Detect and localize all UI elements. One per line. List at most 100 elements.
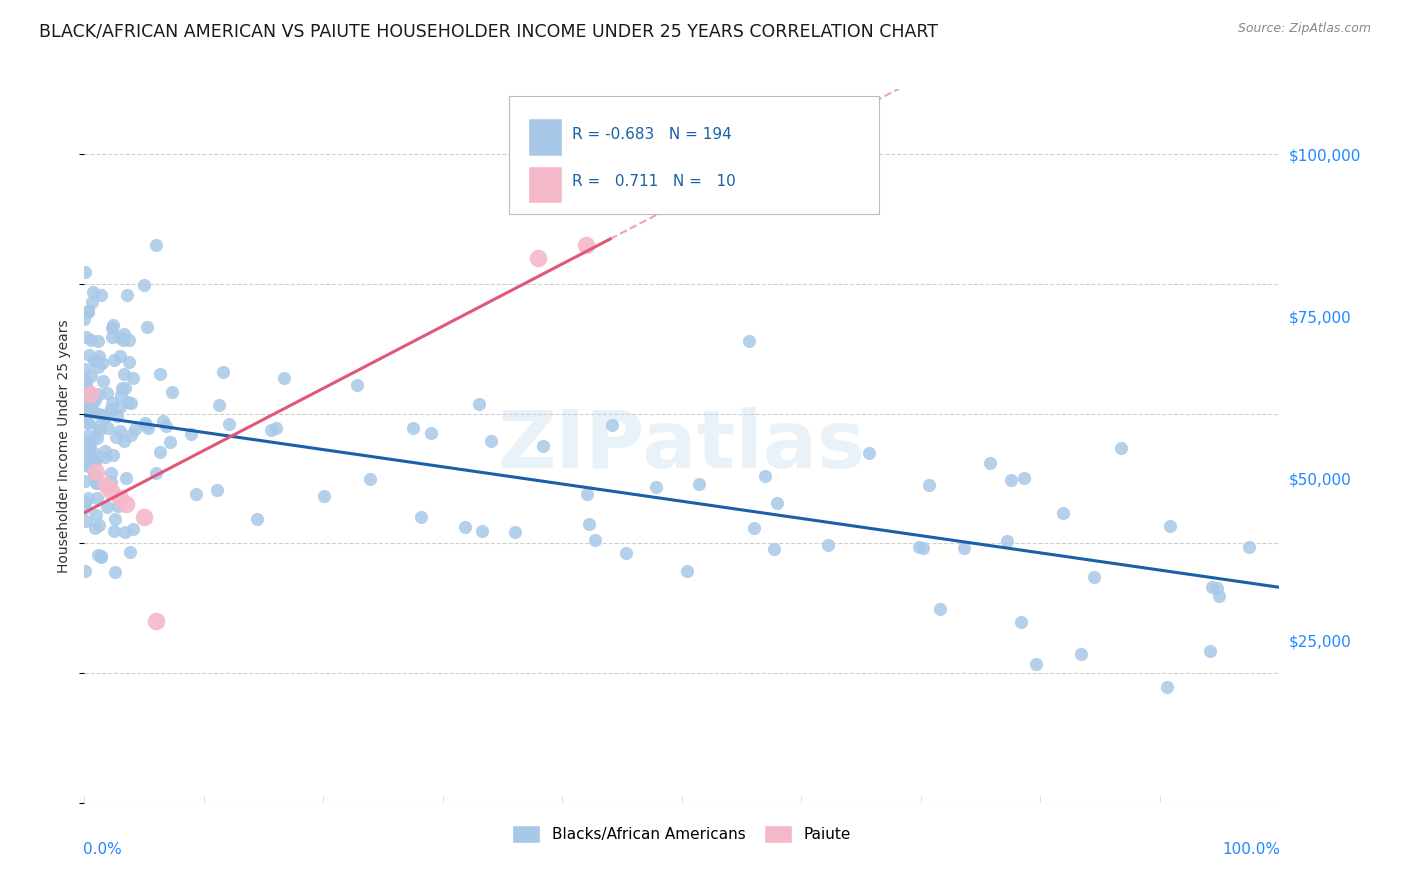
- Point: [75, 391, 97, 405]
- Point: [82, 294, 104, 309]
- Point: [80, 401, 103, 415]
- Point: [149, 368, 172, 382]
- Point: [96, 385, 118, 400]
- Point: [73, 265, 96, 279]
- Point: [124, 422, 146, 436]
- Point: [953, 541, 976, 555]
- Point: [1025, 657, 1047, 671]
- Point: [1010, 615, 1032, 629]
- Point: [100, 466, 122, 480]
- Point: [100, 330, 122, 344]
- Point: [75, 394, 97, 409]
- Point: [1237, 541, 1260, 555]
- Point: [134, 416, 156, 430]
- Point: [576, 486, 599, 500]
- Point: [76, 491, 98, 505]
- Point: [1111, 441, 1133, 455]
- Text: 100.0%: 100.0%: [1223, 842, 1281, 857]
- Point: [75, 413, 97, 427]
- Point: [100, 475, 122, 489]
- Point: [108, 349, 131, 363]
- Point: [75, 329, 97, 343]
- Legend: Blacks/African Americans, Paiute: Blacks/African Americans, Paiute: [506, 819, 858, 848]
- Point: [89, 407, 111, 421]
- Point: [479, 434, 502, 448]
- Point: [212, 365, 235, 379]
- Point: [104, 565, 127, 579]
- Point: [979, 456, 1001, 470]
- Point: [83, 521, 105, 535]
- Point: [75, 374, 97, 388]
- Point: [76, 435, 98, 450]
- Point: [118, 334, 141, 348]
- Point: [273, 371, 295, 385]
- Point: [84, 475, 107, 490]
- Point: [100, 484, 122, 499]
- Point: [120, 545, 142, 559]
- Point: [77, 459, 100, 474]
- Point: [471, 524, 494, 538]
- Point: [86, 465, 108, 479]
- Point: [83, 354, 105, 368]
- Point: [79, 398, 101, 412]
- Point: [76, 387, 98, 401]
- Point: [76, 405, 98, 419]
- Point: [454, 520, 477, 534]
- Point: [90, 549, 112, 564]
- Point: [80, 393, 103, 408]
- Point: [79, 438, 101, 452]
- Point: [1156, 680, 1178, 694]
- Point: [76, 416, 98, 430]
- Point: [114, 381, 136, 395]
- Point: [90, 288, 112, 302]
- Point: [80, 334, 103, 348]
- FancyBboxPatch shape: [529, 167, 562, 203]
- Point: [73, 311, 96, 326]
- Point: [765, 496, 787, 510]
- Point: [80, 386, 103, 401]
- Point: [80, 369, 103, 384]
- Point: [1208, 589, 1230, 603]
- Point: [688, 477, 710, 491]
- Point: [101, 396, 124, 410]
- Point: [1199, 643, 1222, 657]
- Point: [91, 408, 114, 422]
- Point: [111, 381, 134, 395]
- Point: [76, 398, 98, 412]
- Point: [145, 467, 167, 481]
- Point: [108, 424, 131, 438]
- Point: [108, 329, 131, 343]
- Point: [112, 327, 135, 342]
- Point: [246, 512, 269, 526]
- Point: [578, 516, 600, 531]
- Point: [1000, 474, 1022, 488]
- Point: [115, 497, 138, 511]
- Point: [103, 524, 125, 539]
- Point: [96, 500, 118, 514]
- Point: [84, 453, 107, 467]
- Point: [120, 395, 142, 409]
- Point: [503, 524, 526, 539]
- Point: [82, 285, 104, 299]
- Point: [260, 423, 283, 437]
- Point: [87, 418, 110, 433]
- Point: [997, 533, 1019, 548]
- Point: [82, 392, 104, 407]
- Point: [359, 472, 381, 486]
- Point: [644, 480, 666, 494]
- Point: [117, 287, 139, 301]
- Point: [136, 421, 159, 435]
- Point: [104, 511, 127, 525]
- Point: [533, 438, 555, 452]
- Point: [602, 417, 624, 432]
- Point: [83, 452, 105, 467]
- Point: [84, 393, 107, 408]
- Point: [312, 489, 335, 503]
- Point: [75, 457, 97, 471]
- Point: [75, 437, 97, 451]
- Point: [117, 395, 139, 409]
- Point: [101, 449, 124, 463]
- Point: [121, 522, 143, 536]
- FancyBboxPatch shape: [509, 96, 879, 214]
- Point: [468, 397, 491, 411]
